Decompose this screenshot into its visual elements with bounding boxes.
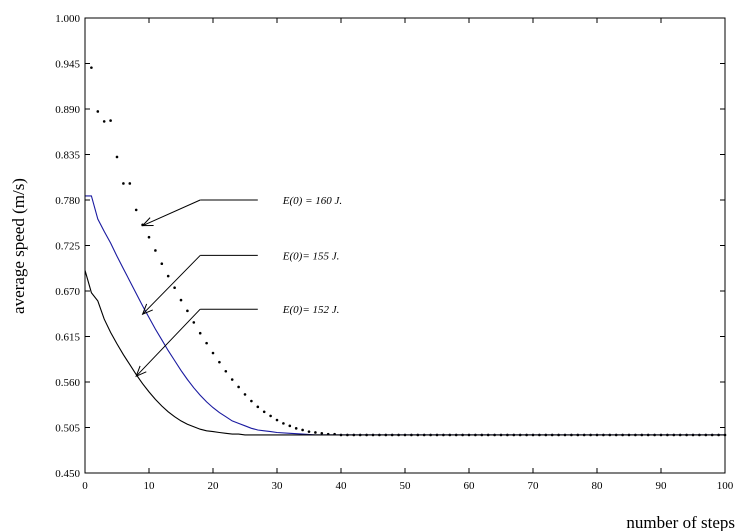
x-tick-label: 100 — [717, 480, 734, 492]
data-point — [307, 430, 311, 433]
data-point — [262, 410, 266, 414]
data-point — [166, 274, 170, 278]
data-point — [314, 431, 317, 434]
data-point — [154, 249, 157, 252]
series-layer — [84, 66, 727, 437]
data-point — [186, 309, 189, 313]
x-axis-title: number of steps — [626, 513, 735, 531]
x-tick-label: 40 — [336, 480, 348, 492]
annotation-arrow-head — [141, 303, 153, 316]
plot-frame — [84, 17, 726, 474]
data-point — [294, 427, 298, 430]
data-point — [198, 331, 202, 335]
series-155j-line — [85, 195, 725, 436]
annotation-arrow-head — [141, 217, 154, 227]
data-point — [250, 399, 253, 403]
annotation-arrow-shaft — [135, 308, 201, 377]
data-point — [288, 424, 292, 428]
y-tick-label: 0.780 — [55, 195, 80, 207]
x-tick-label: 90 — [656, 480, 668, 492]
y-tick-label: 0.450 — [55, 468, 80, 480]
annotation-arrow-head — [135, 365, 147, 378]
annotation-label: E(0)= 155 J. — [282, 250, 340, 262]
y-tick-label: 1.000 — [55, 13, 80, 25]
data-point — [320, 431, 324, 435]
annotation-label: E(0) = 160 J. — [282, 195, 342, 207]
x-tick-label: 80 — [592, 480, 604, 492]
data-point — [173, 286, 176, 289]
series-152j-line — [84, 270, 725, 436]
data-point — [160, 262, 164, 266]
y-tick-label: 0.835 — [55, 150, 80, 162]
data-point — [218, 360, 221, 364]
x-tick-label: 0 — [82, 480, 88, 492]
y-tick-label: 0.725 — [55, 241, 80, 253]
annotations-layer: E(0) = 160 J. E(0)= 155 J. E(0)= 152 J. — [135, 195, 342, 378]
annotation-arrow-shaft — [142, 255, 201, 315]
data-point — [275, 418, 279, 422]
x-tick-label: 30 — [272, 480, 284, 492]
data-point — [192, 321, 196, 324]
data-point — [282, 422, 285, 425]
x-tick-label: 60 — [464, 480, 476, 492]
data-point — [90, 66, 93, 69]
y-axis-title: average speed (m/s) — [9, 178, 28, 314]
data-point — [122, 182, 125, 185]
x-tick-label: 10 — [144, 480, 156, 492]
data-point — [109, 119, 112, 122]
x-tick-label: 20 — [208, 480, 220, 492]
data-point — [269, 414, 272, 418]
data-point — [179, 298, 183, 302]
data-point — [243, 393, 247, 396]
x-tick-label: 70 — [528, 480, 540, 492]
data-point — [205, 341, 208, 345]
data-point — [256, 405, 260, 409]
y-tick-label: 0.890 — [55, 104, 80, 116]
data-point — [102, 120, 106, 123]
data-point — [230, 378, 234, 381]
data-point — [301, 428, 304, 432]
data-point — [211, 351, 215, 355]
y-tick-label: 0.670 — [55, 286, 80, 298]
data-point — [115, 155, 119, 159]
y-tick-label: 0.945 — [55, 59, 80, 71]
data-point — [147, 235, 151, 239]
data-point — [237, 385, 240, 389]
data-point — [134, 208, 138, 212]
x-tick-label: 50 — [400, 480, 412, 492]
annotation-arrow-shaft — [142, 199, 201, 227]
ticks-layer: 0 10 20 30 40 50 60 70 80 90 100 0.450 0.505 0.560 0.6… — [55, 13, 734, 492]
annotation-label: E(0)= 152 J. — [282, 304, 340, 316]
data-point — [224, 369, 228, 373]
y-tick-label: 0.505 — [55, 423, 80, 435]
y-tick-label: 0.560 — [55, 377, 80, 389]
y-tick-label: 0.615 — [55, 332, 80, 344]
series-160j-points — [90, 66, 727, 437]
data-point — [128, 182, 132, 185]
data-point — [96, 110, 100, 113]
